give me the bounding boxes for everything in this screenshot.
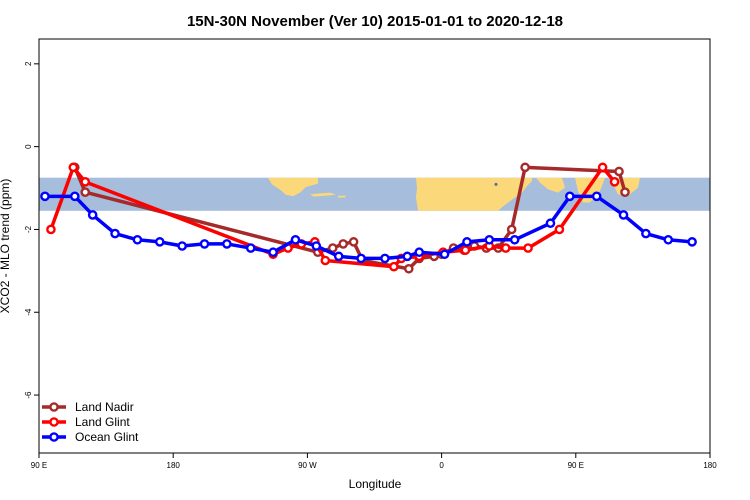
legend-label: Ocean Glint	[75, 430, 139, 444]
data-point	[520, 162, 530, 173]
data-point	[500, 243, 511, 253]
data-point	[348, 237, 359, 247]
x-tick-label: 90 W	[298, 461, 317, 470]
data-point	[154, 237, 165, 247]
data-point	[389, 261, 399, 272]
data-point	[414, 247, 425, 258]
y-axis-label: XCO2 - MLO trend (ppm)	[0, 179, 12, 314]
data-point	[618, 210, 629, 220]
data-point	[509, 234, 520, 245]
y-tick-label: -2	[24, 225, 33, 233]
data-point	[40, 191, 50, 202]
x-tick-label: 180	[167, 461, 181, 470]
legend-item: Ocean Glint	[42, 430, 139, 444]
data-point	[439, 249, 450, 260]
legend-item: Land Nadir	[42, 400, 134, 414]
legend-item: Land Glint	[42, 415, 130, 429]
data-point	[311, 241, 322, 251]
data-point	[614, 166, 624, 177]
x-tick-label: 180	[703, 461, 717, 470]
data-point	[268, 247, 278, 258]
data-point	[356, 253, 366, 264]
plot-frame	[38, 38, 711, 454]
map-land-0	[268, 177, 318, 197]
map-land-1	[310, 192, 336, 197]
data-point	[460, 245, 471, 255]
data-point	[132, 234, 143, 245]
y-tick-label: -4	[24, 308, 33, 316]
data-point	[290, 234, 301, 245]
data-point	[333, 251, 344, 262]
series-ocean-glint	[40, 191, 697, 264]
y-tick-label: 0	[24, 144, 33, 149]
data-point	[620, 187, 630, 197]
data-point	[69, 191, 80, 202]
legend-label: Land Nadir	[75, 400, 134, 414]
legend-label: Land Glint	[75, 415, 130, 429]
data-point	[110, 228, 120, 239]
data-point	[565, 191, 575, 202]
data-point	[87, 210, 98, 220]
data-point	[484, 234, 495, 245]
data-point	[545, 218, 556, 229]
chart-title: 15N-30N November (Ver 10) 2015-01-01 to …	[187, 13, 563, 30]
x-tick-label: 90 E	[568, 461, 584, 470]
data-point	[641, 228, 651, 239]
data-point	[402, 251, 413, 262]
series-layer	[40, 162, 697, 274]
x-axis: 90 E 180 90 W 0 90 E 180	[31, 453, 717, 470]
x-tick-label: 0	[439, 461, 444, 470]
y-axis: 2 0 -2 -4 -6	[24, 61, 39, 399]
data-point	[177, 241, 187, 251]
data-point	[663, 234, 674, 245]
y-tick-label: 2	[24, 61, 33, 66]
data-point	[506, 224, 517, 235]
data-point	[199, 239, 210, 249]
data-point	[222, 239, 232, 249]
map-land-4	[536, 177, 565, 193]
data-point	[687, 237, 697, 247]
legend-marker	[49, 417, 59, 427]
data-point	[523, 243, 533, 253]
data-point	[68, 162, 79, 173]
x-axis-label: Longitude	[349, 477, 402, 491]
data-point	[245, 243, 256, 253]
y-tick-label: -6	[24, 391, 33, 399]
x-tick-label: 90 E	[31, 461, 47, 470]
map-land-3	[416, 177, 532, 211]
map-land-2	[338, 195, 346, 198]
data-point	[462, 237, 472, 247]
legend-marker	[49, 402, 59, 412]
data-point	[591, 191, 602, 202]
data-point	[80, 177, 91, 187]
data-point	[338, 239, 348, 249]
data-point	[80, 187, 91, 197]
data-point	[403, 263, 414, 274]
data-point	[380, 253, 390, 264]
data-point	[554, 224, 565, 235]
data-point	[46, 224, 56, 235]
data-point	[609, 177, 620, 187]
data-point	[320, 255, 331, 266]
data-point	[597, 162, 608, 173]
legend-marker	[49, 432, 59, 442]
map-island-0	[494, 182, 498, 186]
